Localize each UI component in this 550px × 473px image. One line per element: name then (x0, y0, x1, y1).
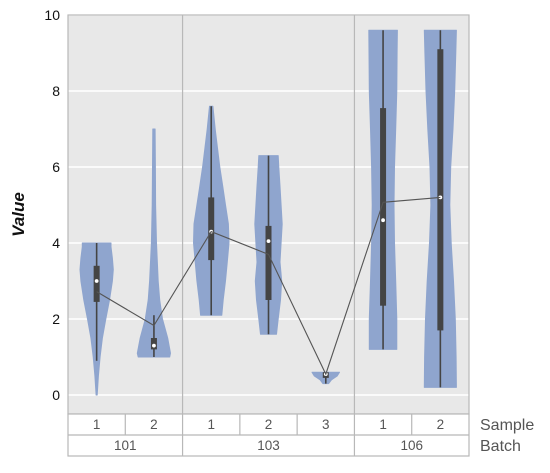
iqr-box-103-2 (265, 225, 272, 300)
sample-label: 1 (379, 417, 387, 432)
iqr-box-103-1 (208, 197, 215, 261)
y-tick-label: 0 (52, 387, 60, 403)
sample-row-title: Sample (480, 417, 534, 434)
batch-label: 103 (257, 438, 280, 453)
median-dot-101-2 (152, 343, 156, 348)
iqr-box-101-1 (93, 265, 100, 302)
mean-line (96, 196, 441, 376)
batch-row-title: Batch (480, 438, 521, 455)
batch-label: 106 (400, 438, 423, 453)
iqr-box-106-1 (380, 108, 387, 306)
sample-label: 1 (93, 417, 101, 432)
batch-label: 101 (114, 438, 137, 453)
y-tick-label: 6 (52, 159, 60, 175)
y-tick-label: 2 (52, 311, 60, 327)
sample-label: 2 (265, 417, 273, 432)
y-tick-label: 8 (52, 83, 60, 99)
sample-label: 1 (207, 417, 215, 432)
y-tick-label: 10 (44, 7, 60, 23)
median-dot-101-1 (94, 279, 99, 283)
sample-label: 3 (322, 417, 330, 432)
y-tick-label: 4 (52, 235, 60, 251)
sample-label: 2 (437, 417, 445, 432)
sample-label: 2 (150, 417, 158, 432)
median-dot-106-1 (381, 218, 385, 223)
y-axis-title: Value (9, 192, 28, 237)
median-dot-103-2 (266, 239, 271, 244)
iqr-box-106-2 (437, 49, 444, 331)
